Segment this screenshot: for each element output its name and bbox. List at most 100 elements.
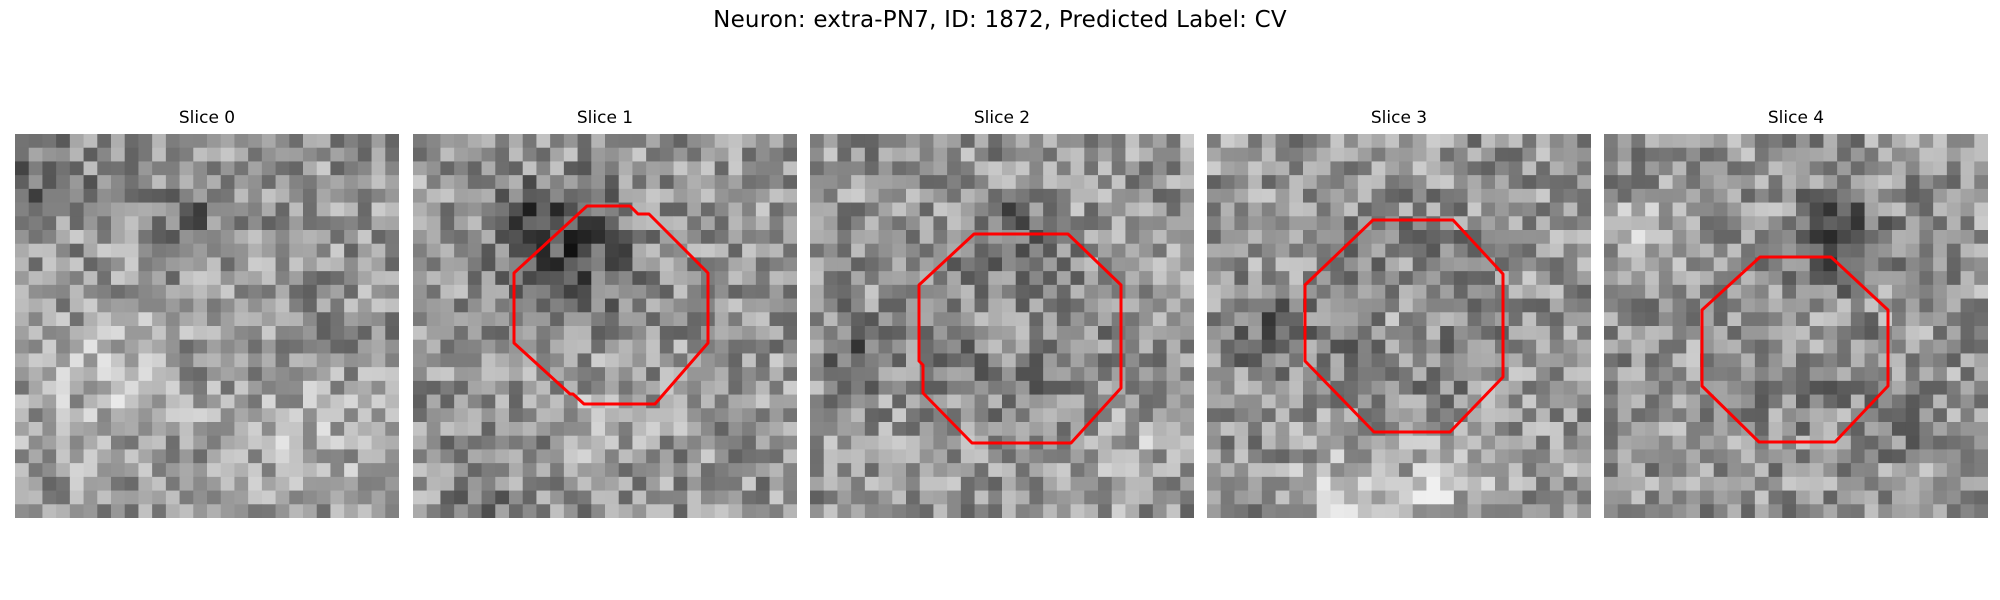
pixel [591,312,606,327]
pixel [42,394,57,409]
pixel [988,394,1003,409]
pixel [1974,230,1988,245]
pixel [632,298,647,313]
pixel [1084,175,1099,190]
pixel [755,476,770,491]
pixel [261,230,276,245]
pixel [1536,326,1551,341]
pixel [1139,367,1154,382]
pixel [1111,435,1126,450]
pixel [1303,243,1318,258]
pixel [138,243,153,258]
pixel [1084,504,1099,518]
pixel [960,339,975,354]
pixel [1399,422,1414,437]
pixel [1549,326,1564,341]
pixel [1180,202,1194,217]
pixel [1741,271,1756,286]
pixel [714,284,729,299]
pixel [1549,134,1564,149]
pixel [1385,257,1400,272]
pixel [1029,271,1044,286]
pixel [1549,504,1564,518]
pixel [1152,271,1167,286]
pixel [481,326,496,341]
pixel [1043,271,1058,286]
pixel [152,422,167,437]
pixel [1782,449,1797,464]
pixel [1536,422,1551,437]
pixel [1974,284,1988,299]
pixel [1672,243,1687,258]
pixel [1577,202,1591,217]
pixel [1111,298,1126,313]
pixel [426,134,441,149]
pixel [1002,504,1017,518]
pixel [618,298,633,313]
pixel [755,202,770,217]
pixel [1946,202,1961,217]
pixel [1713,422,1728,437]
pixel [1043,490,1058,505]
pixel [1056,380,1071,395]
pixel [618,449,633,464]
pixel [960,188,975,203]
pixel [1125,161,1140,176]
pixel [1495,175,1510,190]
pixel [1905,216,1920,231]
pixel [1933,230,1948,245]
pixel [385,230,399,245]
pixel [701,408,716,423]
pixel [1604,353,1619,368]
pixel [1357,353,1372,368]
pixel [864,339,879,354]
pixel [1002,394,1017,409]
pixel [536,175,551,190]
pixel [330,394,345,409]
pixel [550,394,565,409]
pixel [138,175,153,190]
pixel [42,449,57,464]
pixel [495,476,510,491]
pixel [509,202,524,217]
pixel [1658,504,1673,518]
pixel [1850,435,1865,450]
pixel [28,408,43,423]
pixel [1727,326,1742,341]
pixel [275,202,290,217]
pixel [1303,188,1318,203]
pixel [303,463,318,478]
pixel [179,175,194,190]
pixel [577,435,592,450]
pixel [1056,147,1071,162]
pixel [1850,476,1865,491]
pixel [605,175,620,190]
pixel [1385,188,1400,203]
pixel [618,312,633,327]
pixel [728,161,743,176]
pixel [1768,490,1783,505]
pixel [522,353,537,368]
pixel [1604,339,1619,354]
pixel [1002,257,1017,272]
pixel [864,504,879,518]
pixel [1700,422,1715,437]
pixel [1905,394,1920,409]
pixel [207,202,222,217]
pixel [316,394,331,409]
pixel [783,216,797,231]
pixel [1357,339,1372,354]
pixel [1754,202,1769,217]
pixel [1166,161,1181,176]
pixel [207,312,222,327]
pixel [1303,449,1318,464]
pixel [618,476,633,491]
pixel [152,435,167,450]
pixel [83,216,98,231]
pixel [1878,312,1893,327]
pixel [974,380,989,395]
pixel [330,326,345,341]
pixel [193,216,208,231]
pixel [783,408,797,423]
pixel [1658,243,1673,258]
